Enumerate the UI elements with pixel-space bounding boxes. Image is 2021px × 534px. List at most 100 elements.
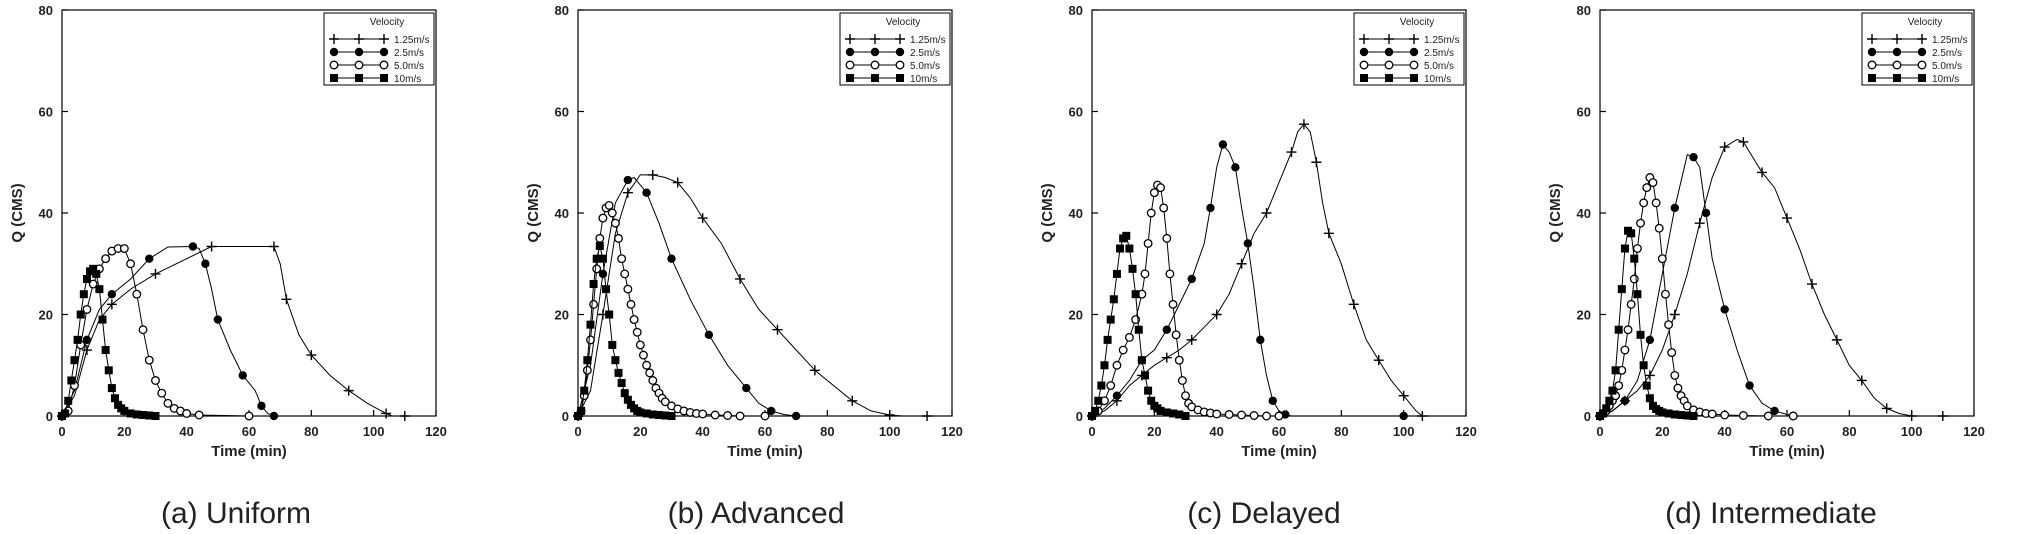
x-tick-label: 0: [574, 424, 581, 439]
marker-open-circle: [1651, 198, 1661, 208]
marker-filled-square: [1617, 285, 1626, 294]
marker-plus: [735, 273, 746, 284]
marker-filled-square: [1620, 244, 1629, 253]
marker-filled-circle: [1917, 47, 1927, 57]
marker-filled-square: [67, 376, 76, 385]
marker-plus: [1261, 208, 1272, 218]
marker-plus: [1757, 167, 1768, 178]
marker-filled-circle: [1384, 47, 1394, 57]
legend-entry-label: 10m/s: [1424, 74, 1451, 85]
marker-filled-square: [82, 274, 91, 283]
marker-open-circle: [639, 350, 648, 360]
marker-plus: [1782, 213, 1792, 224]
marker-filled-square: [1147, 396, 1156, 405]
marker-open-circle: [1274, 411, 1284, 421]
marker-plus: [1286, 147, 1297, 158]
legend-entry-label: 10m/s: [910, 74, 937, 85]
marker-open-circle: [1763, 411, 1773, 421]
series-line: [577, 174, 928, 417]
marker-plus: [1359, 34, 1369, 44]
marker-plus: [870, 34, 880, 44]
marker-open-circle: [660, 397, 670, 407]
marker-plus: [622, 187, 633, 198]
legend: Velocity 1.25m/s 2.5m/s 5.0m/s 10m/s: [1861, 12, 1973, 86]
marker-open-circle: [607, 208, 617, 218]
marker-filled-square: [1140, 371, 1149, 380]
marker-plus: [1323, 228, 1334, 239]
marker-filled-square: [611, 356, 620, 365]
series-1.25m/s: [57, 241, 410, 421]
marker-open-circle: [126, 259, 136, 269]
marker-open-circle: [623, 284, 633, 294]
panel-uniform: (a) Uniform 0 20 40 60 80 0 20 40 60 80 100 120 Time…: [9, 3, 447, 530]
marker-filled-square: [1144, 386, 1153, 395]
x-tick-label: 60: [1272, 424, 1286, 439]
marker-plus: [329, 34, 339, 44]
marker-plus: [381, 408, 392, 419]
marker-filled-square: [61, 409, 70, 418]
marker-filled-square: [1169, 409, 1178, 418]
marker-plus: [1644, 370, 1655, 381]
marker-plus: [354, 34, 364, 44]
marker-open-circle: [1788, 411, 1798, 421]
marker-open-circle: [1224, 410, 1234, 419]
y-tick-label: 60: [555, 105, 569, 120]
marker-open-circle: [119, 244, 129, 253]
x-tick-label: 80: [1334, 424, 1348, 439]
marker-filled-circle: [1701, 208, 1711, 218]
marker-filled-square: [70, 356, 79, 365]
legend-entry-label: 1.25m/s: [1932, 35, 1968, 46]
marker-plus: [922, 411, 933, 421]
x-axis-label: Time (min): [1749, 443, 1825, 460]
x-axis-label: Time (min): [727, 443, 803, 460]
marker-filled-square: [605, 310, 614, 319]
x-tick-label: 120: [1963, 424, 1985, 439]
marker-open-circle: [648, 376, 658, 385]
marker-filled-circle: [1206, 203, 1215, 213]
legend-entry-label: 2.5m/s: [1424, 48, 1454, 59]
marker-filled-square: [151, 412, 160, 420]
marker-open-circle: [182, 409, 192, 418]
marker-filled-circle: [379, 47, 389, 57]
marker-plus: [1384, 34, 1394, 44]
marker-open-circle: [629, 315, 639, 325]
series-2.5m/s: [57, 242, 374, 421]
y-tick-label: 60: [39, 105, 53, 120]
marker-filled-square: [577, 406, 586, 415]
marker-open-circle: [617, 254, 627, 264]
series-line: [1599, 153, 1912, 417]
marker-filled-square: [1918, 74, 1926, 82]
marker-open-circle: [1168, 299, 1178, 309]
series-10m/s: [1596, 226, 1698, 420]
marker-filled-square: [655, 410, 664, 419]
marker-open-circle: [151, 376, 160, 385]
marker-filled-square: [620, 389, 629, 398]
x-tick-label: 0: [58, 424, 65, 439]
marker-plus: [1719, 142, 1730, 153]
legend-entry-label: 5.0m/s: [1932, 61, 1962, 72]
marker-filled-square: [1611, 366, 1620, 375]
marker-open-circle: [144, 355, 154, 365]
marker-plus: [697, 213, 708, 224]
marker-plus: [1161, 352, 1172, 363]
marker-plus: [1669, 309, 1680, 320]
x-axis-label: Time (min): [1241, 443, 1317, 460]
marker-filled-circle: [145, 254, 154, 263]
panel-caption: (d) Intermediate: [1665, 497, 1877, 530]
marker-filled-square: [595, 241, 604, 250]
marker-filled-square: [1091, 406, 1100, 415]
marker-filled-square: [871, 74, 879, 82]
marker-open-circle: [598, 213, 608, 223]
marker-filled-circle: [1689, 152, 1698, 162]
panel-caption: (b) Advanced: [668, 497, 845, 530]
marker-open-circle: [1629, 274, 1639, 284]
marker-open-circle: [1237, 410, 1247, 420]
marker-open-circle: [1112, 360, 1122, 370]
marker-filled-square: [330, 74, 338, 82]
marker-open-circle: [88, 279, 98, 289]
marker-plus: [106, 299, 117, 310]
marker-filled-circle: [329, 47, 339, 57]
marker-open-circle: [194, 410, 204, 420]
marker-open-circle: [620, 269, 630, 279]
marker-filled-square: [661, 411, 670, 420]
